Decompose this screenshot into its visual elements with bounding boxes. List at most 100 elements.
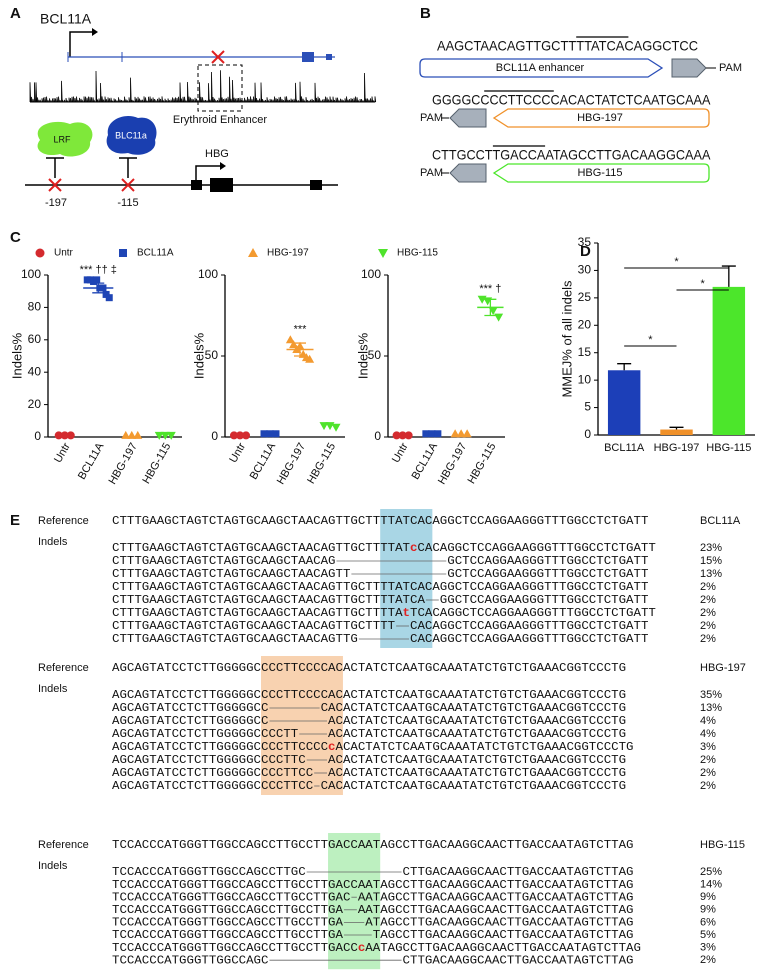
enhancer-box [197,64,243,112]
tss-arrow [69,31,95,57]
allele-sequence: ATAGCCTTGACAAGGCAACTTGACCAATAGTCTTAG [365,916,633,930]
exon [302,52,314,62]
point [272,430,280,438]
signal-track [29,70,377,103]
cut-mark [48,178,62,192]
allele-percent: 2% [700,767,716,779]
reference-sequence: TCCACCCATGGGTTGGCCAGCCTTGCCTTGACCAATAGCC… [112,838,634,852]
gene-label: HBG-197 [700,662,746,674]
allele-percent: 2% [700,620,716,632]
legend-marker [35,248,45,258]
point [266,430,274,438]
allele-sequence: AGCAGTATCCTCTTGGGGGCC [112,714,268,728]
x-tick-label: HBG-197 [654,442,700,454]
allele-sequence: GGCTCCAGGAAGGGTTTGGCCTCTGATT [440,593,649,607]
cut-mark [121,178,135,192]
y-tick-label: 100 [198,267,218,281]
reference-sequence: AGCAGTATCCTCTTGGGGGCCCCTTCCCCACACTATCTCA… [112,661,626,675]
point [398,431,407,440]
allele-sequence: CTTTGAAGCTAGTCTAGTGCAAGCTAACAGTTGCTTTT [112,619,395,633]
allele-sequence: TAGCCTTGACAAGGCAACTTGACCAATAGTCTTAG [373,928,634,942]
y-axis-label: MMEJ% of all indels [559,280,574,398]
reference-label: Reference [38,839,89,851]
x-tick-label: Untr [227,441,248,465]
point [285,335,295,344]
y-tick-label: 10 [578,372,592,386]
allele-percent: 2% [700,581,716,593]
y-tick-label: 50 [368,348,382,362]
guide-label: HBG-115 [577,167,622,179]
allele-sequence: AGCAGTATCCTCTTGGGGGCCCCTTC [112,753,306,767]
pam-box [449,163,487,183]
y-axis-label: Indels% [191,332,206,379]
allele-sequence: AGCAGTATCCTCTTGGGGGCCCCTT [112,727,298,741]
pam-box [449,108,487,128]
allele-sequence: CTTTGAAGCTAGTCTAGTGCAAGCTAACAGTTGCTTTTA [112,606,403,620]
allele-sequence: TCCACCCATGGGTTGGCCAGCCTTGCCTTGA [112,903,344,917]
allele-sequence: AGCAGTATCCTCTTGGGGGCC [112,701,268,715]
point [127,430,137,439]
error-bar [484,298,497,317]
lrf-protein [37,121,93,157]
bar [712,286,746,435]
allele-percent: 25% [700,866,722,878]
allele-sequence: ACACTATCTCAATGCAAATATCTGTCTGAAACGGTCCCTG [328,714,626,728]
legend-marker [248,248,258,257]
point [289,340,299,349]
point [230,431,238,440]
repression-bar [119,157,137,178]
point [494,313,504,322]
reference-sequence: CTTTGAAGCTAGTCTAGTGCAAGCTAACAGTTGCTTTTAT… [112,514,648,528]
panel-label: A [10,5,21,22]
y-tick-label: 25 [578,290,592,304]
point [236,431,244,440]
y-tick-label: 0 [584,427,591,441]
guide-sequence: CTTGCCTTGACCAATAGCCTTGACAAGGCAAA [432,147,711,163]
allele-sequence: CTTTGAAGCTAGTCTAGTGCAAGCTAACAGTTG [112,632,358,646]
indels-label: Indels [38,860,68,872]
allele-sequence: TCCACCCATGGGTTGGCCAGCCTTGCCTTGA [112,928,344,942]
reference-label: Reference [38,515,89,527]
signal-peaks [29,70,377,103]
x-tick-label: BCL11A [248,440,279,481]
allele-percent: 4% [700,715,716,727]
allele-sequence: GCTCCAGGAAGGGTTTGGCCTCTGATT [447,567,648,581]
tss-arrow-head [220,162,226,170]
target-gene: HBG [205,148,229,160]
bcl11a-protein [106,115,157,155]
point [422,430,430,438]
panel-label: E [10,512,20,529]
allele-percent: 4% [700,728,716,740]
pam-label: PAM [420,112,443,124]
point [105,294,113,302]
gene-label: BCL11A [700,515,741,527]
x-tick-label: BCL11A [76,440,107,481]
x-tick-label: HBG-115 [706,442,751,454]
point [462,429,472,438]
allele-percent: 23% [700,542,722,554]
allele-sequence: TCCACCCATGGGTTGGCCAGCCTTGC [112,865,306,879]
allele-sequence: CACAGGCTCCAGGAAGGGTTTGGCCTCTGATT [417,541,655,555]
guide-arrow [419,58,664,78]
allele-sequence: AATAGCCTTGACAAGGCAACTTGACCAATAGTCTTAG [358,890,634,904]
allele-sequence: AGCAGTATCCTCTTGGGGGCCCCTTCCCC [112,740,328,754]
allele-percent: 9% [700,891,716,903]
allele-percent: 13% [700,702,722,714]
allele-percent: 13% [700,568,722,580]
significance-label: * [674,256,679,268]
allele-sequence: GCTCCAGGAAGGGTTTGGCCTCTGATT [447,554,648,568]
point [133,430,143,439]
allele-sequence: CACAGGCTCCAGGAAGGGTTTGGCCTCTGATT [410,632,648,646]
y-tick-label: 0 [211,429,218,443]
panel-b: AAGCTAACAGTTGCTTTTATCACAGGCTCC BCL11A en… [419,38,742,183]
allele-sequence: AGCAGTATCCTCTTGGGGGCCCCTTCC [112,779,313,793]
allele-sequence: CACAGGCTCCAGGAAGGGTTTGGCCTCTGATT [410,619,648,633]
allele-percent: 2% [700,633,716,645]
point [121,430,131,439]
allele-percent: 6% [700,916,716,928]
panel-label: B [420,5,431,22]
y-tick-label: 50 [205,348,219,362]
pam-label: PAM [719,62,742,74]
y-tick-label: 20 [578,317,592,331]
repressor-label: BLC11a [115,130,147,140]
